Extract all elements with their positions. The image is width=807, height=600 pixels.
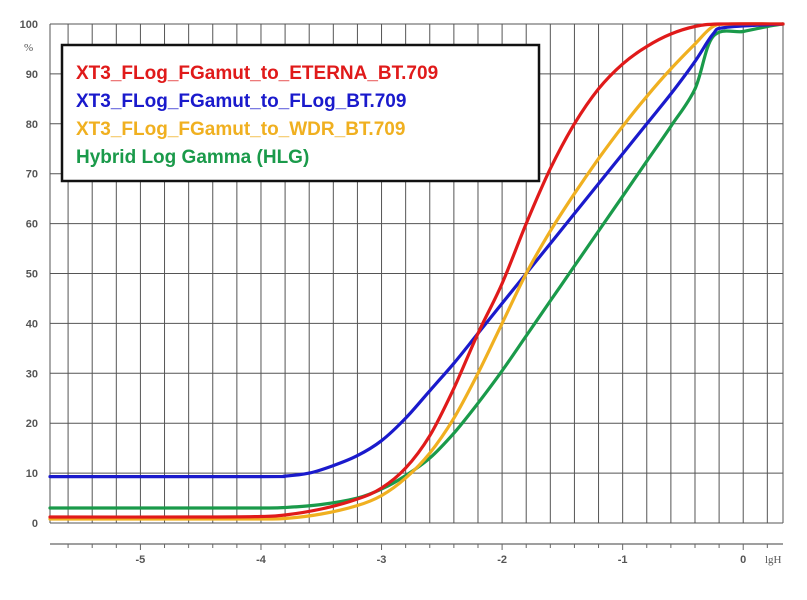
y-tick-label: 80	[26, 119, 38, 131]
y-tick-label: 50	[26, 269, 38, 281]
y-tick-label: 70	[26, 169, 38, 181]
series-line-3	[48, 22, 785, 521]
series-group	[48, 22, 785, 521]
y-tick-label: 90	[26, 69, 38, 81]
y-tick-label: 10	[26, 468, 38, 480]
y-tick-label: 0	[32, 518, 38, 530]
series-line-2	[48, 22, 785, 479]
y-tick-label: 40	[26, 318, 38, 330]
legend-entry-2: XT3_FLog_FGamut_to_FLog_BT.709	[76, 91, 406, 112]
x-tick-label: -1	[618, 554, 628, 566]
y-axis-label: %	[24, 42, 33, 54]
y-tick-label: 100	[20, 19, 38, 31]
x-axis-ticks: -5 -4 -3 -2 -1 0	[136, 554, 747, 566]
x-tick-label: -3	[377, 554, 387, 566]
x-axis-label: lgH	[765, 554, 782, 566]
y-axis-ticks: 0 10 20 30 40 50 60 70 80 90 100	[20, 19, 38, 530]
x-tick-label: 0	[740, 554, 746, 566]
y-tick-label: 20	[26, 418, 38, 430]
legend: XT3_FLog_FGamut_to_ETERNA_BT.709 XT3_FLog…	[60, 43, 541, 183]
series-line-4	[48, 22, 785, 510]
x-tick-label: -4	[256, 554, 267, 566]
series-line-1	[48, 22, 785, 519]
legend-entry-1: XT3_FLog_FGamut_to_ETERNA_BT.709	[76, 63, 438, 84]
legend-entry-4: Hybrid Log Gamma (HLG)	[76, 147, 309, 168]
x-tick-label: -2	[497, 554, 507, 566]
y-tick-label: 30	[26, 368, 38, 380]
legend-entry-3: XT3_FLog_FGamut_to_WDR_BT.709	[76, 119, 405, 140]
legend-box	[60, 43, 541, 183]
x-axis	[50, 543, 783, 550]
y-tick-label: 60	[26, 219, 38, 231]
x-tick-label: -5	[136, 554, 146, 566]
